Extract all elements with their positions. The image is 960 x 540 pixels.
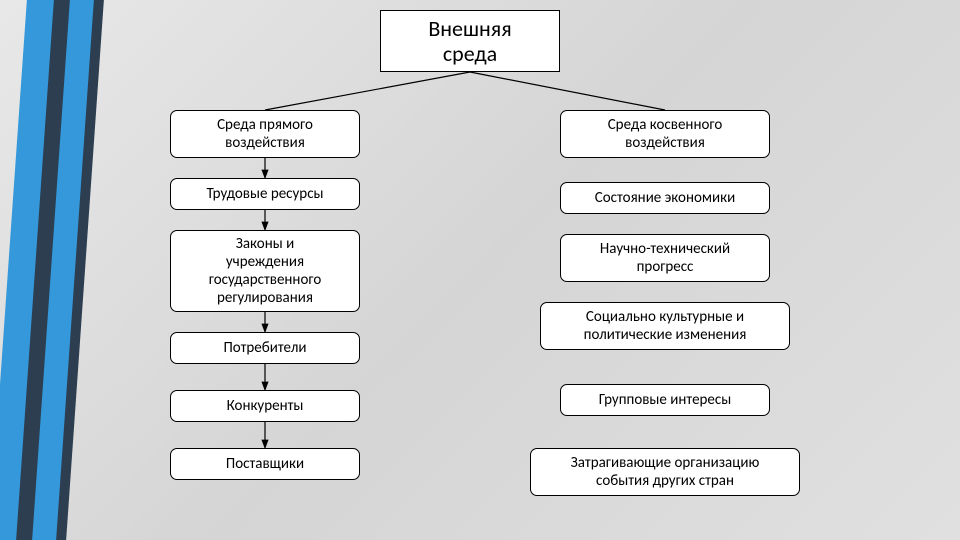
node-indirect: Среда косвенноговоздействия (560, 110, 770, 158)
node-direct: Среда прямоговоздействия (170, 110, 360, 158)
node-i4: Групповые интересы (560, 384, 770, 416)
node-root: Внешняясреда (380, 10, 560, 72)
diagram-container: Внешняясреда Среда прямоговоздействия Сред… (120, 0, 940, 540)
node-d2: Законы иучреждениягосударственногорегули… (170, 230, 360, 312)
node-i2: Научно-техническийпрогресс (560, 234, 770, 282)
node-d1: Трудовые ресурсы (170, 178, 360, 210)
node-d3: Потребители (170, 332, 360, 364)
node-d4: Конкуренты (170, 390, 360, 422)
node-i3: Социально культурные иполитические измен… (540, 302, 790, 350)
edge-root-direct (265, 72, 470, 110)
node-i5: Затрагивающие организациюсобытия других … (530, 448, 800, 496)
edge-root-indirect (470, 72, 665, 110)
node-d5: Поставщики (170, 448, 360, 480)
node-i1: Состояние экономики (560, 182, 770, 214)
